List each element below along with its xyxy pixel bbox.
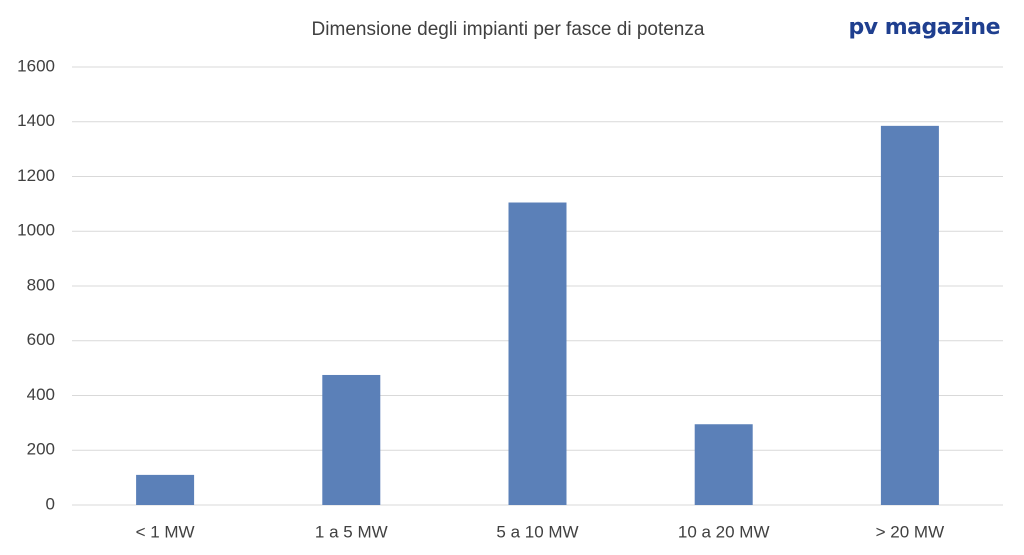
x-tick-label: < 1 MW xyxy=(136,522,195,541)
y-tick-label: 0 xyxy=(46,494,55,513)
brand-logo: pv magazine xyxy=(848,15,1000,40)
bar xyxy=(508,202,567,505)
bar xyxy=(136,474,195,505)
y-tick-label: 600 xyxy=(27,330,55,349)
bar xyxy=(322,374,381,505)
x-tick-label: 5 a 10 MW xyxy=(496,522,578,541)
y-tick-label: 1000 xyxy=(17,221,55,240)
x-tick-label: 10 a 20 MW xyxy=(678,522,770,541)
y-tick-label: 200 xyxy=(27,440,55,459)
y-tick-label: 400 xyxy=(27,385,55,404)
y-tick-label: 1600 xyxy=(17,56,55,75)
bar xyxy=(694,424,753,505)
y-tick-label: 800 xyxy=(27,275,55,294)
bar xyxy=(880,125,939,505)
y-tick-label: 1400 xyxy=(17,111,55,130)
chart-title: Dimensione degli impianti per fasce di p… xyxy=(312,19,705,40)
x-tick-label: > 20 MW xyxy=(876,522,945,541)
y-tick-label: 1200 xyxy=(17,166,55,185)
x-tick-label: 1 a 5 MW xyxy=(315,522,388,541)
